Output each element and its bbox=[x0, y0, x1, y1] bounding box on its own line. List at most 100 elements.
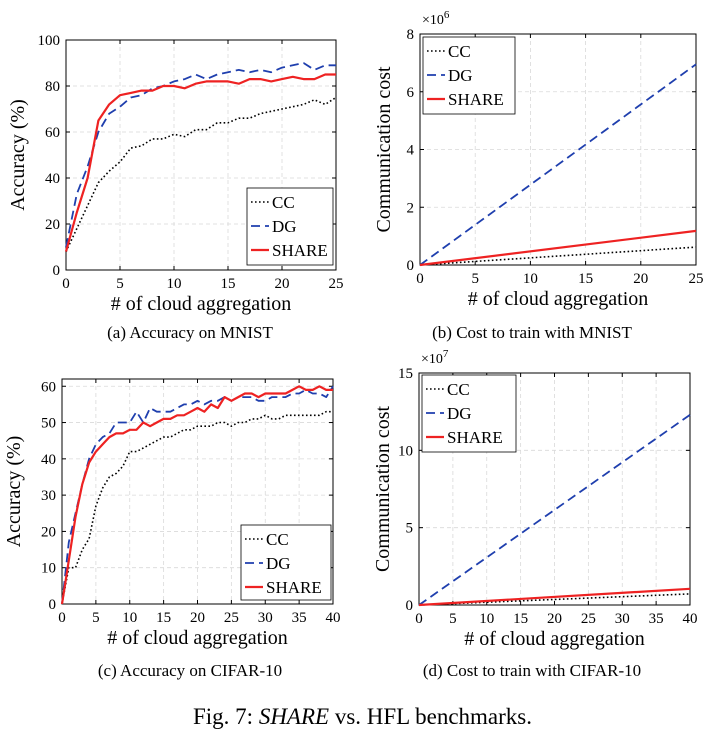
x-tick-label: 20 bbox=[633, 271, 648, 287]
legend-box bbox=[246, 187, 334, 266]
y-tick-label: 60 bbox=[45, 125, 60, 141]
legend-label-cc: CC bbox=[272, 193, 295, 212]
y-tick-label: 20 bbox=[45, 217, 60, 233]
y-tick-label: 50 bbox=[41, 416, 56, 432]
y-tick-label: 10 bbox=[41, 561, 56, 577]
series-line-share bbox=[418, 587, 691, 607]
y-axis-label: Communication cost bbox=[372, 406, 394, 573]
x-tick-label: 20 bbox=[275, 276, 290, 292]
x-tick-label: 40 bbox=[326, 610, 341, 626]
y-tick-label: 10 bbox=[398, 443, 413, 459]
legend-label-share: SHARE bbox=[447, 428, 503, 447]
figure-caption-label: Fig. 7: bbox=[192, 704, 254, 729]
series-line-cc bbox=[61, 410, 333, 605]
legend-box bbox=[421, 374, 517, 453]
x-tick-label: 25 bbox=[689, 271, 704, 287]
legend-label-cc: CC bbox=[448, 42, 471, 61]
legend-label-dg: DG bbox=[272, 217, 297, 236]
chart-panel-1: 0 5 10 15 20 25 0 20 40 60 80 100 # of cloud aggrega… bbox=[7, 33, 344, 315]
x-tick-label: 10 bbox=[167, 276, 182, 292]
legend-label-dg: DG bbox=[447, 404, 472, 423]
series-line-dg bbox=[419, 63, 697, 266]
x-tick-label: 0 bbox=[416, 271, 424, 287]
x-tick-label: 0 bbox=[62, 276, 70, 292]
subcaption-c: (c) Accuracy on CIFAR-10 bbox=[97, 661, 283, 680]
x-tick-label: 5 bbox=[92, 610, 100, 626]
figure-caption: Fig. 7: SHARE vs. HFL benchmarks. bbox=[0, 704, 725, 730]
legend-label-share: SHARE bbox=[272, 241, 328, 260]
y-tick-label: 2 bbox=[407, 200, 415, 216]
x-tick-label: 15 bbox=[513, 611, 528, 627]
x-tick-label: 5 bbox=[449, 611, 457, 627]
legend-label-cc: CC bbox=[266, 530, 289, 549]
x-axis-label: # of cloud aggregation bbox=[111, 293, 292, 315]
x-tick-label: 0 bbox=[58, 610, 66, 626]
legend: CC DG SHARE bbox=[240, 524, 332, 601]
y-tick-label: 80 bbox=[45, 79, 60, 95]
x-tick-label: 15 bbox=[578, 271, 593, 287]
plot-frame bbox=[65, 39, 337, 271]
legend-label-cc: CC bbox=[447, 380, 470, 399]
x-tick-label: 10 bbox=[122, 610, 137, 626]
y-axis-label: Accuracy (%) bbox=[3, 436, 25, 548]
x-tick-label: 5 bbox=[116, 276, 124, 292]
chart-panel-3: 0 5 10 15 20 25 30 35 40 0 10 20 30 40 50 60 # of cloud … bbox=[3, 378, 341, 649]
y-tick-label: 5 bbox=[406, 521, 414, 537]
y-tick-label: 8 bbox=[407, 27, 415, 43]
x-tick-label: 30 bbox=[258, 610, 273, 626]
legend-label-dg: DG bbox=[448, 66, 473, 85]
x-tick-label: 35 bbox=[649, 611, 664, 627]
y-tick-label: 15 bbox=[398, 366, 413, 382]
series-line-cc bbox=[419, 246, 697, 266]
subcaption-d: (d) Cost to train with CIFAR-10 bbox=[422, 661, 642, 680]
y-tick-label: 20 bbox=[41, 524, 56, 540]
y-tick-label: 100 bbox=[38, 33, 61, 49]
y-tick-label: 0 bbox=[49, 597, 57, 613]
legend: CC DG SHARE bbox=[246, 187, 334, 266]
x-tick-label: 20 bbox=[547, 611, 562, 627]
x-tick-label: 10 bbox=[523, 271, 538, 287]
figure-caption-rest: vs. HFL benchmarks. bbox=[334, 704, 533, 729]
y-tick-label: 0 bbox=[406, 598, 414, 614]
subcaption-b: (b) Cost to train with MNIST bbox=[432, 323, 632, 342]
legend: CC DG SHARE bbox=[422, 36, 516, 115]
subcaption-a: (a) Accuracy on MNIST bbox=[107, 323, 273, 342]
x-tick-label: 25 bbox=[581, 611, 596, 627]
axis-multiplier: ×106 bbox=[422, 9, 450, 28]
y-tick-label: 40 bbox=[45, 171, 60, 187]
legend: CC DG SHARE bbox=[421, 374, 517, 453]
x-tick-label: 30 bbox=[615, 611, 630, 627]
x-tick-label: 25 bbox=[329, 276, 344, 292]
axis-multiplier: ×107 bbox=[421, 348, 449, 367]
series-line-dg bbox=[61, 385, 334, 605]
x-tick-label: 35 bbox=[292, 610, 307, 626]
legend-label-dg: DG bbox=[266, 554, 291, 573]
y-axis-label: Communication cost bbox=[373, 66, 395, 233]
legend-box bbox=[422, 36, 516, 115]
y-axis-label: Accuracy (%) bbox=[7, 99, 29, 211]
x-tick-label: 40 bbox=[683, 611, 698, 627]
x-axis-label: # of cloud aggregation bbox=[464, 628, 645, 650]
x-tick-label: 20 bbox=[190, 610, 205, 626]
x-tick-label: 25 bbox=[224, 610, 239, 626]
y-tick-label: 40 bbox=[41, 452, 56, 468]
series-line-share bbox=[60, 385, 333, 605]
x-tick-label: 15 bbox=[156, 610, 171, 626]
y-tick-label: 30 bbox=[41, 488, 56, 504]
chart-panel-2: 0 5 10 15 20 25 0 2 4 6 8 ×106 # of cloud aggregatio… bbox=[373, 9, 704, 310]
y-tick-label: 6 bbox=[407, 85, 415, 101]
y-tick-label: 4 bbox=[407, 143, 415, 159]
legend-label-share: SHARE bbox=[266, 578, 322, 597]
legend-label-share: SHARE bbox=[448, 90, 504, 109]
figure-caption-emph: SHARE bbox=[258, 704, 330, 729]
y-tick-label: 0 bbox=[53, 263, 61, 279]
x-tick-label: 5 bbox=[471, 271, 479, 287]
x-tick-label: 0 bbox=[415, 611, 423, 627]
x-tick-label: 15 bbox=[221, 276, 236, 292]
y-tick-label: 60 bbox=[41, 379, 56, 395]
series-line-share bbox=[419, 229, 697, 267]
x-axis-label: # of cloud aggregation bbox=[468, 288, 649, 310]
series-line-share bbox=[64, 73, 336, 252]
x-axis-label: # of cloud aggregation bbox=[107, 627, 288, 649]
